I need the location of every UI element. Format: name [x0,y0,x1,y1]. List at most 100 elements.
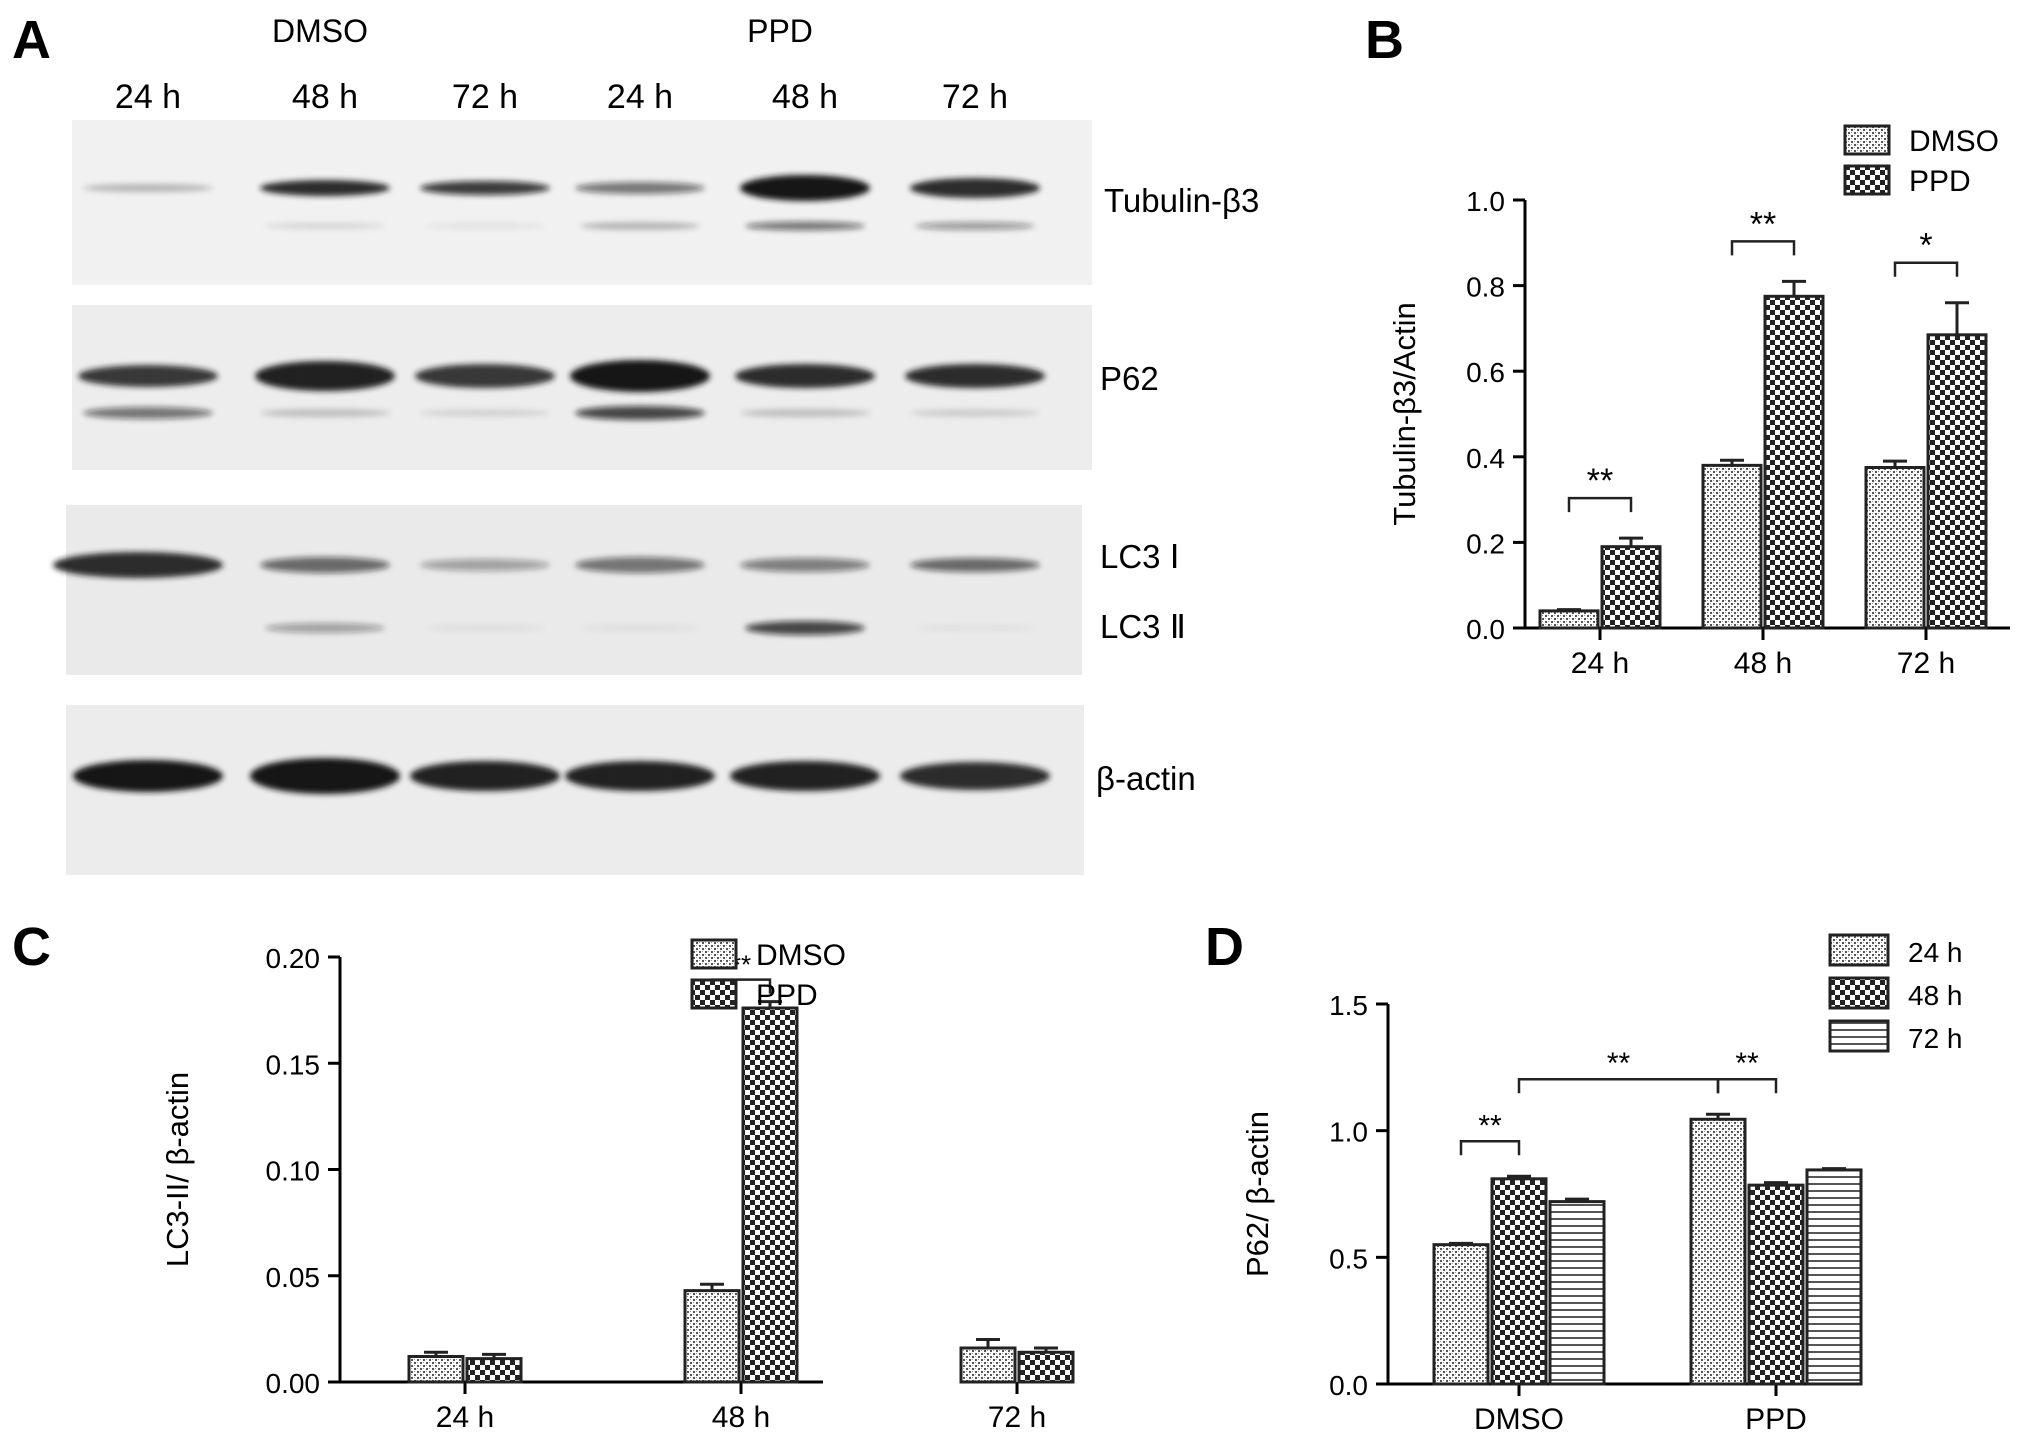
chart-b: 0.0 0.2 0.4 0.6 0.8 1.0 Tubulin-β3/Actin 24 h 48… [1387,124,2010,680]
y-axis-label: LC3-II/ β-actin [160,1072,195,1267]
blot-band [83,407,213,419]
blot-band [260,409,390,417]
chart-d: 0.0 0.5 1.0 1.5 P62/ β-actin DMSO PPD ** ** ** 24 … [1240,933,1963,1436]
blot-band [570,360,710,392]
bar [1926,333,1988,630]
legend-swatch [1843,164,1891,196]
blot-band [575,406,705,420]
chart-c: 0.00 0.05 0.10 0.15 0.20 LC3-II/ β-actin 24 h 4… [160,938,1075,1434]
y-tick-label: 0.20 [266,943,321,974]
blot-band [740,409,870,417]
bar [1548,1200,1606,1386]
blot-label-lc3-ii: LC3 Ⅱ [1100,608,1186,645]
bar [1538,609,1600,630]
y-tick-label: 0.10 [266,1156,321,1187]
significance-label: * [1919,227,1932,265]
bar [1689,1117,1747,1386]
y-tick-label: 0.0 [1329,1370,1368,1401]
blot-band [255,361,395,391]
panel-letter-b: B [1365,10,1404,70]
y-tick-label: 0.00 [266,1368,321,1399]
legend-label: 48 h [1908,980,1963,1011]
group-label-dmso: DMSO [272,13,368,49]
legend-swatch [690,978,738,1010]
blot-band [425,223,545,229]
y-tick-label: 0.8 [1466,272,1505,303]
blot-band [420,559,550,571]
significance-bracket [1567,496,1633,513]
blot-bands [53,175,1050,794]
significance-bracket [1716,1077,1778,1094]
blot-band [575,182,705,194]
x-tick-label: 48 h [712,1401,770,1434]
blot-band [905,364,1045,388]
blot-band [915,625,1035,631]
blot-band [910,178,1040,198]
bar [1747,1183,1805,1386]
significance-bracket [1459,1140,1521,1156]
blot-band [730,761,880,791]
blot-band [250,758,400,794]
legend-label: 72 h [1908,1023,1963,1054]
blot-band [575,557,705,573]
legend-label: DMSO [756,939,846,972]
y-axis-label: Tubulin-β3/Actin [1387,302,1422,525]
blot-band [745,621,865,635]
bar [1805,1168,1863,1386]
significance-bracket [1893,261,1959,277]
blot-strip-tubulin [72,120,1092,285]
significance-bracket [1517,1077,1720,1094]
blot-band [265,223,385,229]
legend-swatch [1843,124,1891,156]
blot-band [415,364,555,388]
lane-labels: 24 h 48 h 72 h 24 h 48 h 72 h [115,78,1008,116]
y-tick-label: 0.0 [1466,614,1505,645]
bar [1864,466,1926,630]
bar [407,1355,465,1384]
blot-band [910,409,1040,417]
bar [1017,1350,1075,1384]
blot-band [565,761,715,791]
blot-label-lc3-i: LC3 Ⅰ [1100,538,1179,575]
group-label-ppd: PPD [747,13,813,49]
y-tick-label: 0.6 [1466,357,1505,388]
legend-swatch [690,938,738,970]
legend-label: 24 h [1908,937,1963,968]
significance-bracket [1730,240,1796,256]
legend-label: PPD [756,979,818,1012]
blot-band [78,365,218,387]
blot-band [915,222,1035,230]
lane-label: 48 h [772,78,838,116]
blot-band [53,552,223,578]
bar [465,1357,523,1384]
lane-label: 24 h [607,78,673,116]
significance-label: ** [1607,1047,1631,1080]
y-axis-label: P62/ β-actin [1240,1111,1275,1277]
blot-label-p62: P62 [1100,360,1159,397]
blot-band [425,625,545,631]
x-tick-label: 72 h [988,1401,1046,1434]
blot-band [260,557,390,573]
blot-strip-lc3 [66,505,1082,675]
blot-band [580,625,700,631]
blot-band [260,180,390,196]
lane-label: 24 h [115,78,181,116]
legend-label: DMSO [1909,125,1999,158]
x-tick-label: DMSO [1474,1403,1564,1436]
y-tick-label: 1.0 [1466,186,1505,217]
panel-letter-a: A [12,10,51,70]
blot-band [420,181,550,195]
legend-label: PPD [1909,165,1971,198]
significance-label: ** [1735,1047,1759,1080]
legend-swatch [1828,1019,1890,1053]
bar [1701,463,1763,630]
blot-band [73,760,223,792]
blot-band [745,221,865,231]
blot-band [740,558,870,572]
y-tick-label: 0.05 [266,1262,321,1293]
blot-label-actin: β-actin [1096,760,1196,797]
x-tick-label: PPD [1745,1403,1807,1436]
x-tick-label: 72 h [1897,647,1955,680]
bar [1432,1243,1490,1386]
